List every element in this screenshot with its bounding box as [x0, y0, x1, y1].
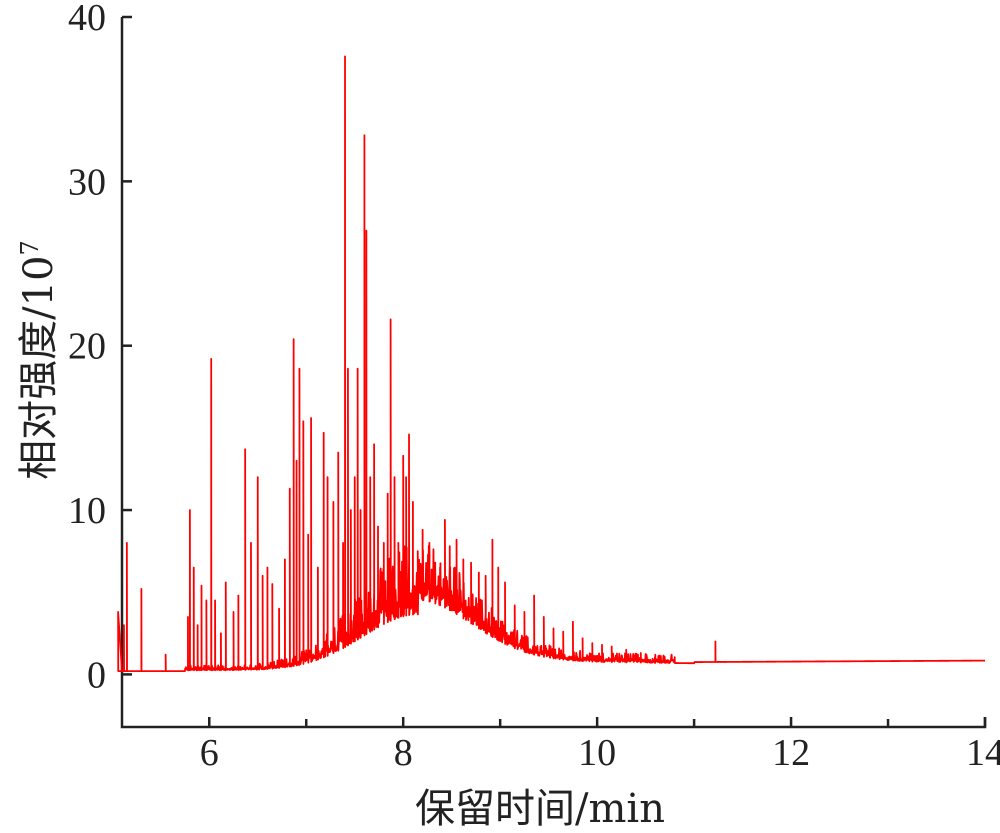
ticks: 0 10 20 30 40 6 8 10 12 14 — [68, 0, 1000, 774]
x-tick-label: 12 — [772, 732, 810, 774]
y-tick-label: 20 — [68, 326, 106, 368]
y-axis-label-main: 相对强度/10 — [16, 255, 62, 479]
chromatogram-series-line — [117, 55, 986, 673]
x-tick-label: 8 — [394, 732, 413, 774]
x-tick-label: 10 — [578, 732, 616, 774]
y-tick-label: 0 — [87, 654, 106, 696]
y-axis-label: 相对强度/107 — [16, 240, 62, 480]
x-tick-label: 6 — [200, 732, 219, 774]
y-tick-label: 40 — [68, 0, 106, 39]
x-axis-label: 保留时间/min — [415, 786, 665, 832]
x-tick-label: 14 — [966, 732, 1000, 774]
plot-area — [117, 55, 986, 673]
y-tick-label: 30 — [68, 161, 106, 203]
y-axis-label-exponent: 7 — [16, 240, 44, 255]
y-tick-label: 10 — [68, 490, 106, 532]
